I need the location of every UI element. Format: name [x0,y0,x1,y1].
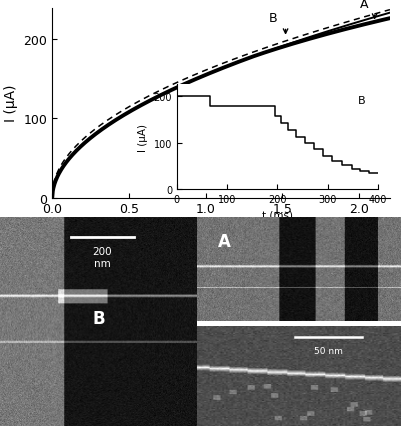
Text: B: B [357,95,365,106]
Text: A: A [359,0,367,11]
Text: 200: 200 [93,246,112,256]
Text: B: B [268,12,277,25]
Y-axis label: I (μA): I (μA) [4,85,18,122]
Text: 50 nm: 50 nm [313,346,342,355]
Y-axis label: I (μA): I (μA) [138,124,148,151]
X-axis label: V (V): V (V) [203,222,238,236]
X-axis label: t (ms): t (ms) [261,210,292,220]
Text: A: A [217,232,230,250]
Text: nm: nm [94,259,111,268]
Text: B: B [93,309,105,327]
